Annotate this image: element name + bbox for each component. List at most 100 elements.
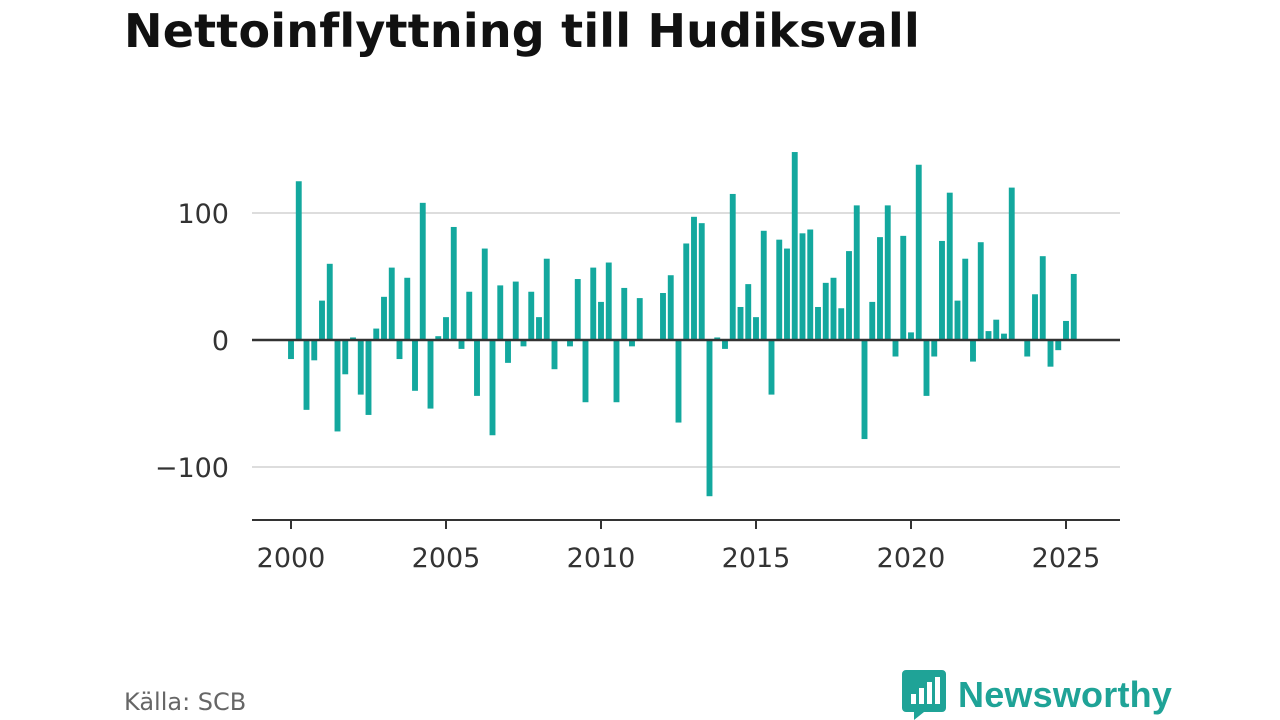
bar [869,301,876,340]
x-tick-label: 2015 [722,543,791,574]
bar [675,340,682,423]
bar [567,340,573,347]
bar [551,340,558,370]
bar [853,205,860,340]
x-tick-label: 2005 [412,543,481,574]
bar [388,267,395,340]
bar [381,296,387,340]
bar [1047,340,1054,367]
bar [954,300,961,340]
bar [1001,333,1007,340]
x-tick-label: 2010 [567,543,636,574]
bar [729,193,736,340]
bar [1039,256,1046,340]
bar [1070,273,1077,340]
bar [745,284,752,340]
bar [373,328,380,340]
bar [993,319,1000,340]
bar [466,291,473,340]
bar [435,336,442,340]
bar [1055,340,1062,351]
bar [520,340,527,347]
bar [528,291,535,340]
chart-title: Nettoinflyttning till Hudiksvall [124,4,920,58]
bar [877,237,883,340]
bar [768,340,775,395]
bar [737,306,744,340]
bar [574,279,581,340]
bar [923,340,930,396]
source-note: Källa: SCB [124,688,247,716]
bar [861,340,868,440]
gridlines [252,212,1120,468]
bar [962,258,969,340]
bar [915,164,922,340]
bar [776,239,783,340]
bar [288,340,294,360]
bar [543,258,550,340]
bar [497,285,504,340]
bar [512,281,519,340]
bar [838,308,845,340]
bar [311,340,318,361]
bar [970,340,976,362]
bar [443,317,449,340]
x-tick-label: 2000 [257,543,326,574]
y-tick-label: −100 [155,453,229,484]
bar [760,230,767,340]
bar [365,340,372,415]
bar [636,298,643,340]
bar [295,181,302,340]
bar [722,340,728,349]
x-tick-label: 2025 [1032,543,1101,574]
bar [458,340,465,349]
bar [396,340,403,360]
bar [404,277,411,340]
bar [698,223,705,340]
bar [629,340,635,347]
bar [815,306,821,340]
y-tick-label: 0 [212,326,229,357]
bar [1024,340,1031,357]
bar [613,340,620,403]
brand-name: Newsworthy [958,674,1173,715]
bar [799,233,806,340]
bar [481,248,488,340]
bar [342,340,349,375]
axes [252,338,1120,529]
bar [931,340,938,357]
bars [288,152,1077,497]
bar [1008,187,1015,340]
bar [784,248,790,340]
bar [892,340,899,357]
brand-logo[interactable]: Newsworthy [902,670,1172,720]
bar [706,340,713,497]
bar [621,287,628,340]
bar [582,340,589,403]
bar [536,317,542,340]
bar [791,152,798,340]
bar [946,192,953,340]
bar [489,340,496,436]
x-tick-label: 2020 [877,543,946,574]
bar [412,340,418,391]
bar [303,340,310,410]
bar [474,340,480,396]
tick-labels: −100 0 100 2000 2005 2010 2015 2020 2025 [155,199,1101,574]
bar [908,332,914,340]
bar [598,301,604,340]
bar [505,340,511,363]
bar [590,267,597,340]
bar [1032,294,1038,340]
bar [939,240,945,340]
bar [605,262,612,340]
bar [419,202,426,340]
bar [450,226,457,340]
bar [357,340,364,395]
bar [714,337,721,340]
bar [807,229,814,340]
bar [667,275,674,340]
bar [319,300,325,340]
bar [884,205,891,340]
